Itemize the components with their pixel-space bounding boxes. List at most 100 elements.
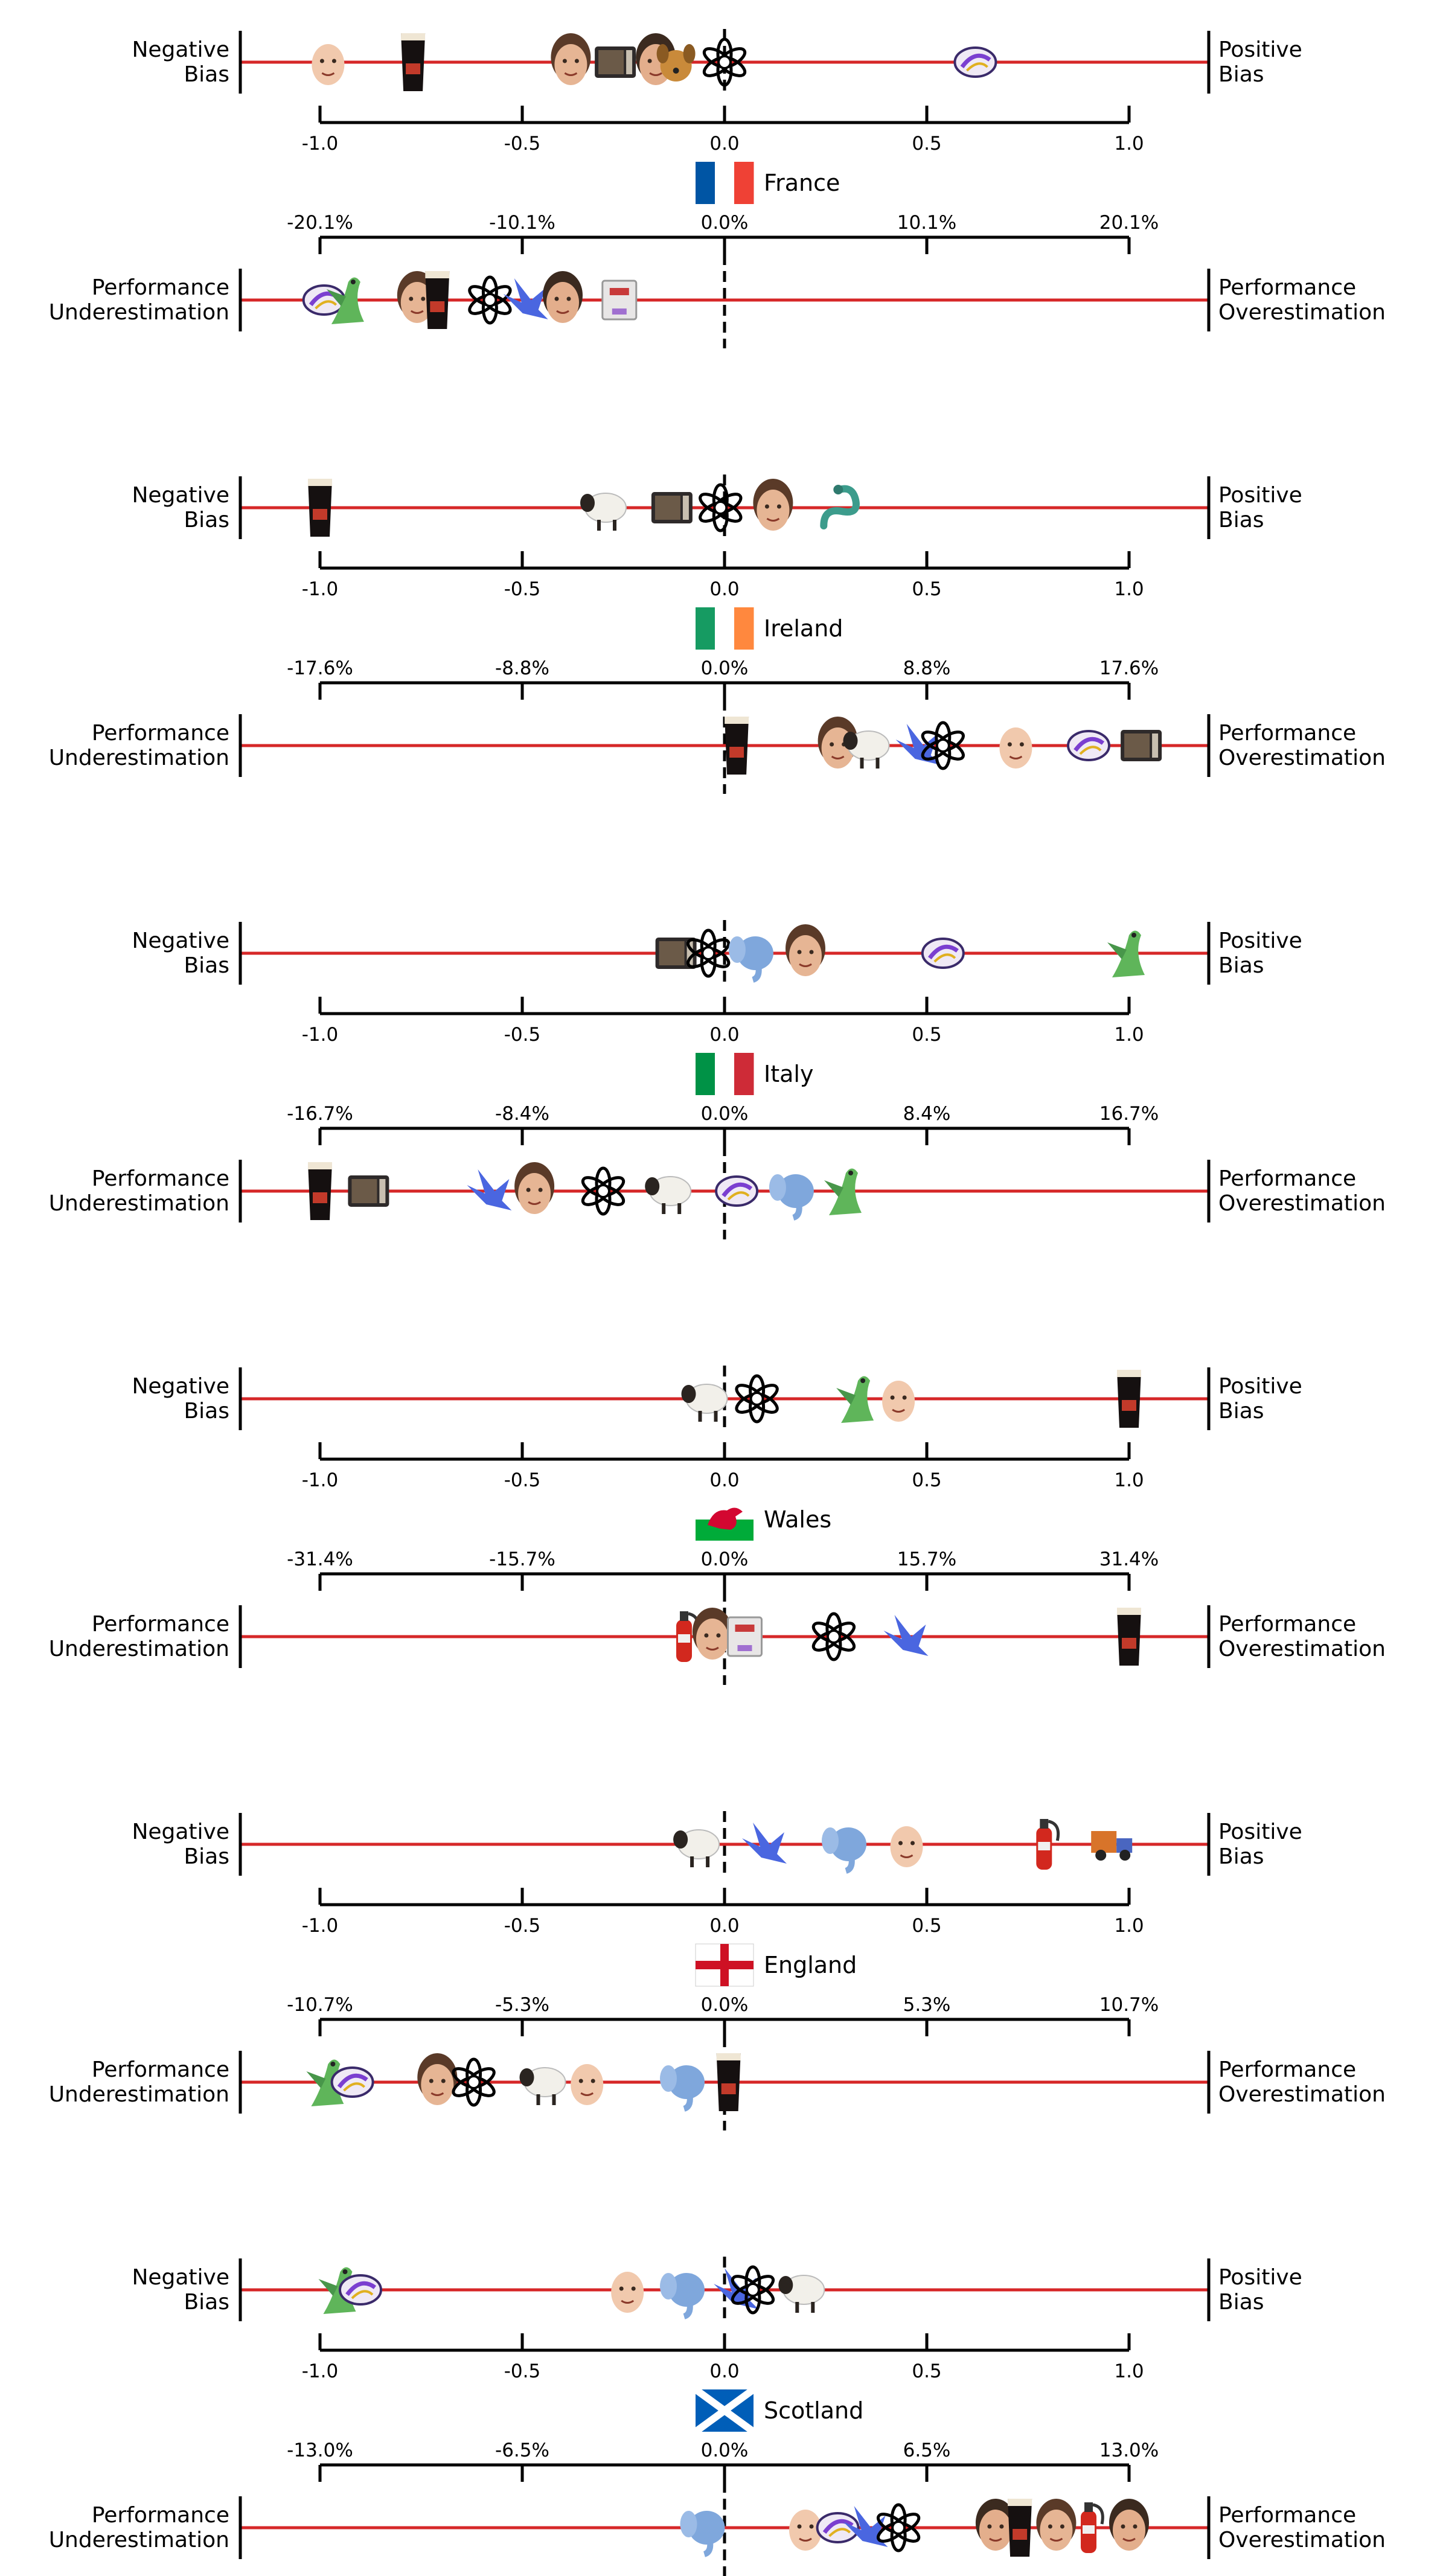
- france-perf-left-label-2: Underestimation: [49, 300, 229, 325]
- pint-glass-icon: [308, 479, 332, 537]
- pint-glass-icon: [1117, 1370, 1141, 1428]
- england-perf-left-label-1: Performance: [92, 2057, 229, 2082]
- france-bias-right-label-2: Bias: [1218, 62, 1264, 87]
- england-perf-tick-label: -10.7%: [287, 1994, 353, 2016]
- dragon-icon: [836, 1376, 874, 1423]
- microwave-icon: [651, 492, 693, 523]
- baby-face-icon: [789, 2510, 822, 2551]
- scotland-perf-tick-label: -6.5%: [495, 2440, 549, 2461]
- swirl-logo-icon: [816, 2512, 860, 2543]
- england-bias-tick-label: 1.0: [1114, 1915, 1144, 1937]
- italy-bias-tick-label: 1.0: [1114, 1024, 1144, 1046]
- england-bias-right-label-1: Positive: [1218, 1820, 1302, 1844]
- elephant-icon: [680, 2511, 725, 2557]
- elephant-icon: [822, 1827, 866, 1874]
- ireland-bias-tick-label: 1.0: [1114, 578, 1144, 600]
- england-bias-tick-label: 0.5: [912, 1915, 941, 1937]
- woman-face-icon: [1036, 2499, 1077, 2551]
- wales-perf-tick-label: -15.7%: [489, 1548, 555, 1570]
- elephant-icon: [769, 1174, 814, 1221]
- italy-bias-right-label-2: Bias: [1218, 953, 1264, 978]
- england-bias-left-label-2: Bias: [184, 1844, 229, 1869]
- france-bias-left-label-2: Bias: [184, 62, 229, 87]
- microwave-icon: [655, 938, 697, 969]
- dragon-icon: [1107, 930, 1145, 977]
- openai-logo-icon: [686, 928, 731, 978]
- elephant-icon: [660, 2273, 705, 2319]
- scotland-perf-left-label-2: Underestimation: [49, 2528, 229, 2552]
- wales-perf-tick-label: -31.4%: [287, 1548, 353, 1570]
- scotland-perf-tick-label: 6.5%: [903, 2440, 951, 2461]
- scotland-perf-left-label-1: Performance: [92, 2503, 229, 2528]
- england-bias-tick-label: 0.0: [709, 1915, 739, 1937]
- scotland-perf-right-label-2: Overestimation: [1218, 2528, 1386, 2552]
- france-bias-right-label-1: Positive: [1218, 37, 1302, 62]
- ireland-bias-tick-label: -0.5: [504, 578, 541, 600]
- printer-icon: [727, 1616, 763, 1657]
- italy-bias-right-label-1: Positive: [1218, 928, 1302, 953]
- man-face-icon: [1109, 2499, 1149, 2551]
- ireland-perf-left-label-1: Performance: [92, 721, 229, 746]
- sheep-icon: [519, 2067, 566, 2105]
- ireland-perf-right-label-1: Performance: [1218, 721, 1356, 746]
- france-perf-tick-label: -10.1%: [489, 212, 555, 234]
- microwave-icon: [1121, 730, 1162, 761]
- woman-face-icon: [753, 479, 793, 531]
- swirl-logo-icon: [953, 46, 997, 78]
- truck-icon: [1091, 1831, 1133, 1861]
- ireland-bias-tick-label: 0.0: [709, 578, 739, 600]
- flag-scotland-icon: [693, 2386, 756, 2435]
- elephant-icon: [660, 2065, 705, 2112]
- scotland-perf-right-label-1: Performance: [1218, 2503, 1356, 2528]
- england-perf-right-label-2: Overestimation: [1218, 2082, 1386, 2107]
- blue-bird-icon: [503, 278, 548, 319]
- sheep-icon: [681, 1384, 728, 1422]
- woman-face-icon: [514, 1162, 555, 1214]
- sheep-icon: [843, 730, 890, 769]
- france-country-label: France: [764, 170, 840, 196]
- scotland-perf-tick-label: 13.0%: [1099, 2440, 1159, 2461]
- france-bias-tick-label: 0.5: [912, 133, 941, 155]
- ireland-bias-left-label-1: Negative: [132, 483, 229, 508]
- france-perf-tick-label: 10.1%: [897, 212, 956, 234]
- blue-bird-icon: [895, 724, 941, 765]
- blue-bird-icon: [883, 1615, 929, 1656]
- openai-logo-icon: [735, 1374, 779, 1424]
- italy-perf-tick-label: -16.7%: [287, 1103, 353, 1125]
- dog-icon: [656, 44, 696, 81]
- ireland-bias-tick-label: 0.5: [912, 578, 941, 600]
- france-perf-right-label-2: Overestimation: [1218, 300, 1386, 325]
- baby-face-icon: [999, 727, 1032, 769]
- sheep-icon: [778, 2275, 825, 2313]
- sheep-icon: [673, 1829, 720, 1867]
- wales-perf-right-label-1: Performance: [1218, 1612, 1356, 1637]
- italy-perf-tick-label: 0.0%: [701, 1103, 749, 1125]
- microwave-icon: [595, 46, 636, 78]
- flag-england-icon: [695, 1943, 754, 1987]
- wales-perf-left-label-2: Underestimation: [49, 1637, 229, 1661]
- england-country-label: England: [764, 1952, 857, 1978]
- pint-glass-icon: [425, 271, 450, 329]
- openai-logo-icon: [921, 721, 965, 770]
- scotland-perf-tick-label: 0.0%: [701, 2440, 749, 2461]
- scotland-perf-tick-label: -13.0%: [287, 2440, 353, 2461]
- france-perf-right-label-1: Performance: [1218, 275, 1356, 300]
- wales-bias-tick-label: -0.5: [504, 1469, 541, 1491]
- openai-logo-icon: [581, 1166, 626, 1216]
- wales-bias-tick-label: 1.0: [1114, 1469, 1144, 1491]
- ireland-country-label: Ireland: [764, 615, 843, 642]
- dragon-icon: [824, 1168, 862, 1215]
- italy-bias-tick-label: 0.5: [912, 1024, 941, 1046]
- ireland-bias-tick-label: -1.0: [302, 578, 339, 600]
- elephant-icon: [728, 936, 773, 983]
- dragon-icon: [326, 277, 364, 324]
- scotland-bias-tick-label: 0.0: [709, 2360, 739, 2382]
- dragon-icon: [306, 2059, 344, 2106]
- scotland-bias-left-label-2: Bias: [184, 2290, 229, 2315]
- ireland-bias-left-label-2: Bias: [184, 508, 229, 532]
- wales-perf-left-label-1: Performance: [92, 1612, 229, 1637]
- woman-face-icon: [417, 2053, 458, 2105]
- scotland-bias-tick-label: 0.5: [912, 2360, 941, 2382]
- pint-glass-icon: [308, 1162, 332, 1220]
